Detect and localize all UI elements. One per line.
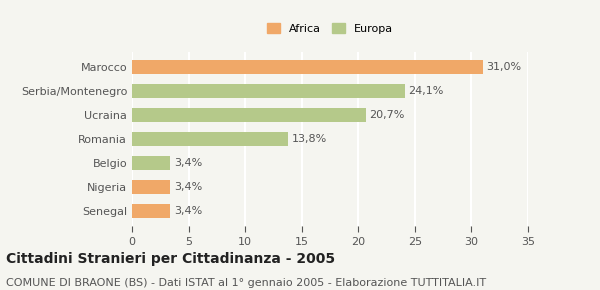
Text: 3,4%: 3,4% bbox=[174, 206, 202, 216]
Bar bbox=[132, 132, 288, 146]
Bar bbox=[132, 60, 483, 75]
Text: 31,0%: 31,0% bbox=[486, 62, 521, 72]
Bar bbox=[132, 84, 404, 99]
Text: 24,1%: 24,1% bbox=[408, 86, 443, 96]
Legend: Africa, Europa: Africa, Europa bbox=[263, 19, 397, 37]
Bar bbox=[132, 156, 170, 170]
Text: 13,8%: 13,8% bbox=[292, 134, 327, 144]
Text: 20,7%: 20,7% bbox=[370, 110, 405, 120]
Text: Cittadini Stranieri per Cittadinanza - 2005: Cittadini Stranieri per Cittadinanza - 2… bbox=[6, 252, 335, 266]
Bar bbox=[132, 108, 366, 122]
Text: COMUNE DI BRAONE (BS) - Dati ISTAT al 1° gennaio 2005 - Elaborazione TUTTITALIA.: COMUNE DI BRAONE (BS) - Dati ISTAT al 1°… bbox=[6, 278, 486, 288]
Text: 3,4%: 3,4% bbox=[174, 182, 202, 192]
Bar bbox=[132, 180, 170, 194]
Text: 3,4%: 3,4% bbox=[174, 158, 202, 168]
Bar bbox=[132, 204, 170, 218]
